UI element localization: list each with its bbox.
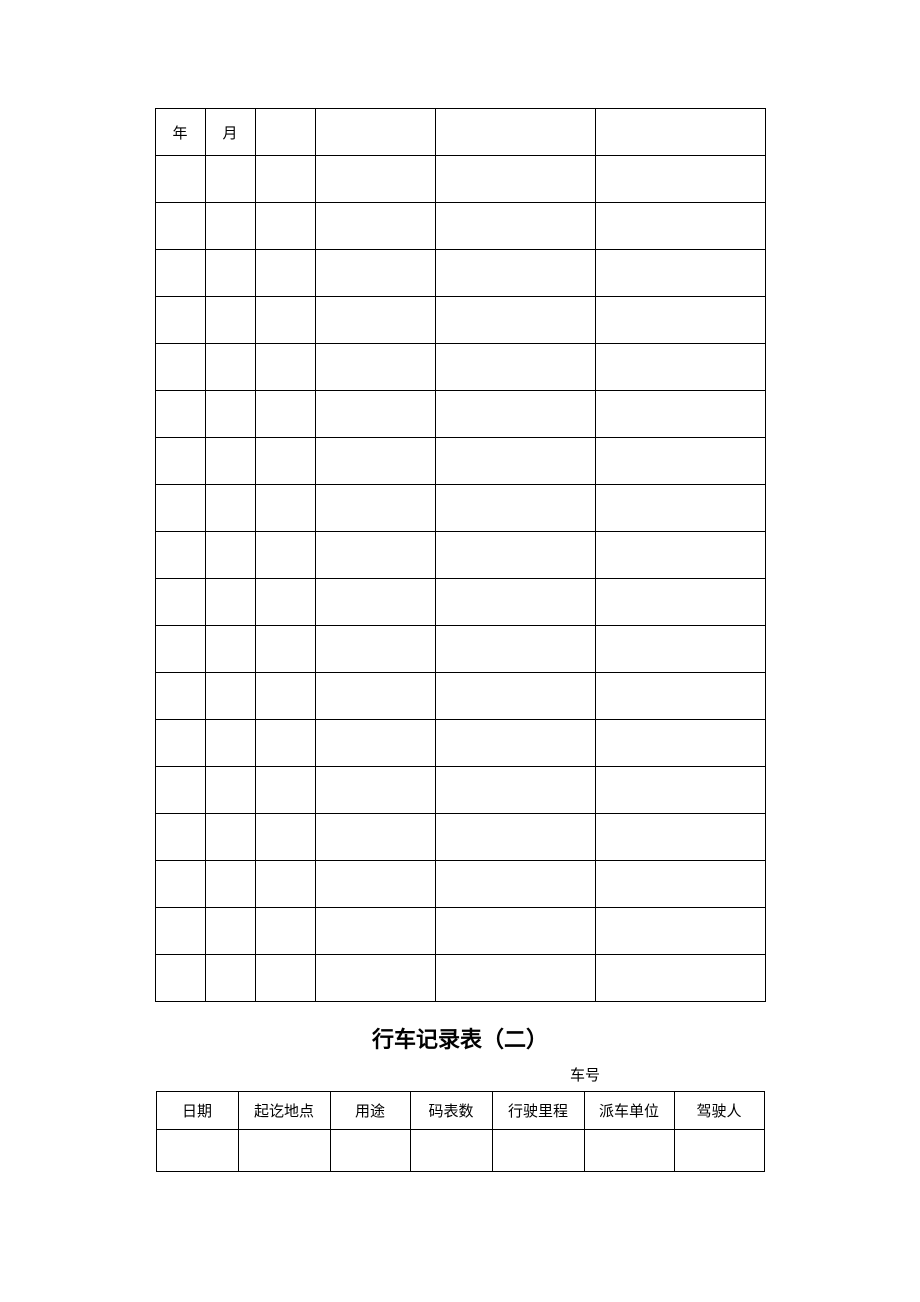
table-row (155, 720, 765, 767)
table-row (155, 344, 765, 391)
table-row: 日期 起讫地点 用途 码表数 行驶里程 派车单位 驾驶人 (156, 1092, 764, 1130)
table-row (155, 626, 765, 673)
header-purpose: 用途 (330, 1092, 410, 1130)
header-cell (315, 109, 435, 156)
table-row (155, 250, 765, 297)
header-year: 年 (155, 109, 205, 156)
page-title: 行车记录表（二） (0, 1022, 920, 1054)
header-mileage: 行驶里程 (492, 1092, 584, 1130)
header-dispatch-unit: 派车单位 (584, 1092, 674, 1130)
table-row (155, 814, 765, 861)
table-row (155, 579, 765, 626)
table-row (155, 297, 765, 344)
table-row (155, 156, 765, 203)
table-row (155, 767, 765, 814)
header-cell (255, 109, 315, 156)
table-row (155, 955, 765, 1002)
car-number-label: 车号 (0, 1064, 920, 1085)
table-two: 日期 起讫地点 用途 码表数 行驶里程 派车单位 驾驶人 (156, 1091, 765, 1172)
table-row (155, 391, 765, 438)
table-row (155, 203, 765, 250)
header-location: 起讫地点 (238, 1092, 330, 1130)
table-row (155, 485, 765, 532)
table-row (155, 861, 765, 908)
table-row (155, 532, 765, 579)
table-row: 年 月 (155, 109, 765, 156)
header-cell (595, 109, 765, 156)
header-cell (435, 109, 595, 156)
table-row (155, 438, 765, 485)
table-row (155, 908, 765, 955)
header-driver: 驾驶人 (674, 1092, 764, 1130)
header-odometer: 码表数 (410, 1092, 492, 1130)
header-month: 月 (205, 109, 255, 156)
table-row (155, 673, 765, 720)
table-row (156, 1130, 764, 1172)
header-date: 日期 (156, 1092, 238, 1130)
table-one: 年 月 (155, 108, 766, 1002)
